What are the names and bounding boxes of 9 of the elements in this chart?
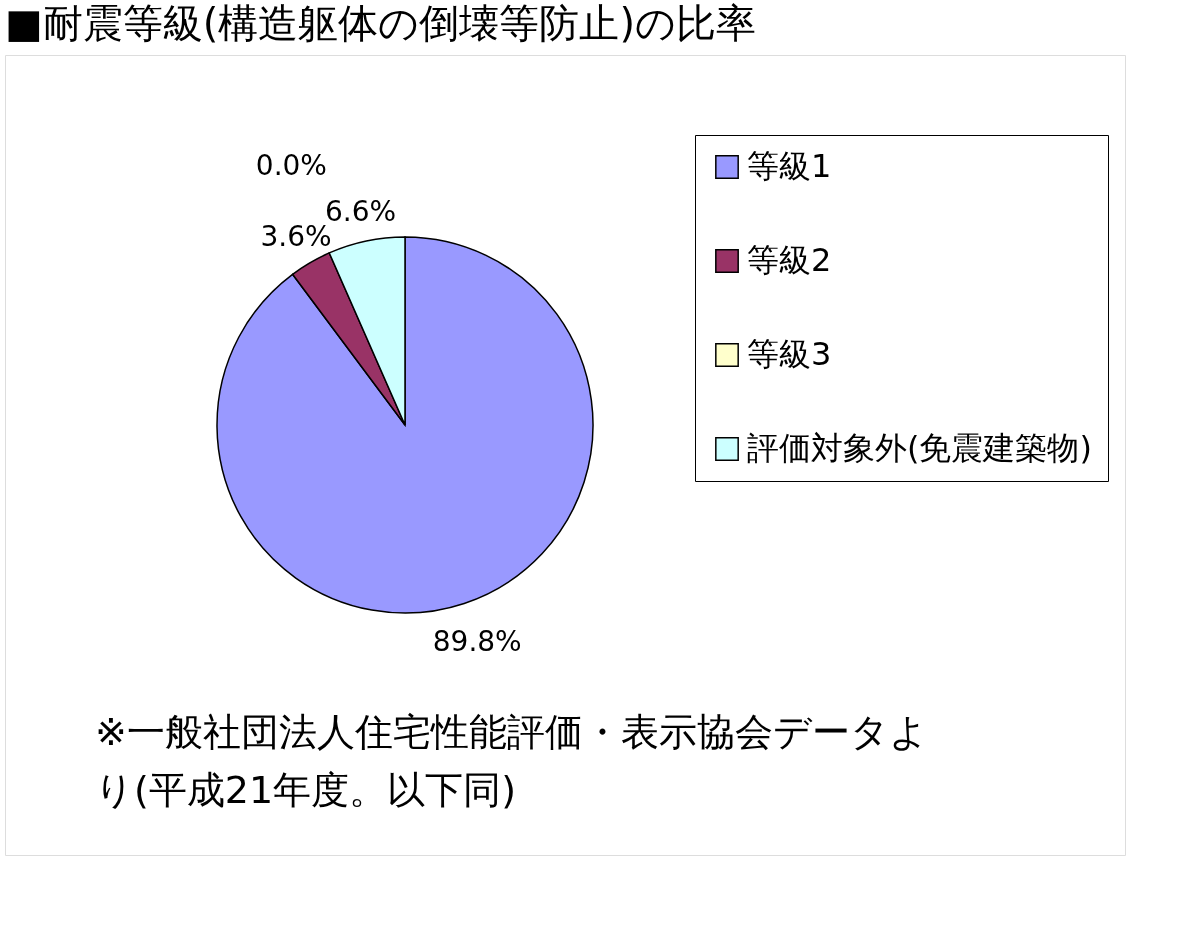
legend-label: 等級3 (747, 335, 832, 373)
text: 0.0% (255, 148, 327, 182)
text: ※一般社団法人住宅性能評価・表示協会データより(平成21年度。以下同) (95, 710, 928, 812)
data-label: 3.6% (260, 220, 332, 254)
legend-label: 等級2 (747, 241, 832, 279)
legend-label: 評価対象外(免震建築物) (747, 429, 1092, 467)
data-label: 89.8% (432, 624, 522, 658)
legend-label: 等級1 (747, 147, 832, 185)
chart-title: ■耐震等級(構造躯体の倒壊等防止)の比率 (5, 0, 757, 46)
